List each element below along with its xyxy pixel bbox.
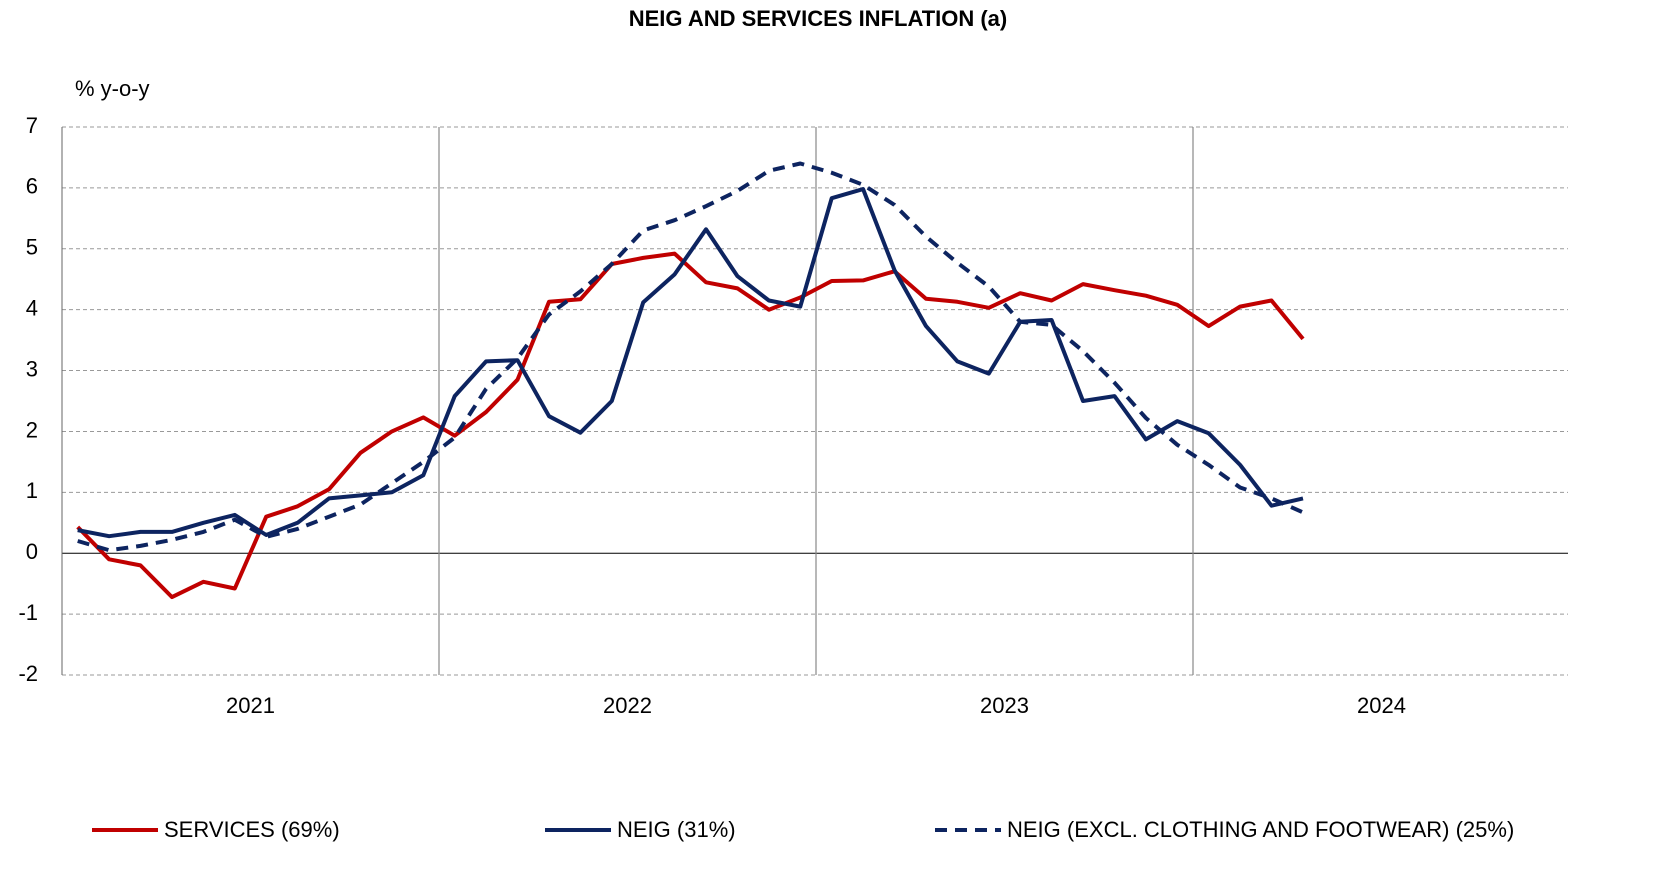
legend-label: NEIG (EXCL. CLOTHING AND FOOTWEAR) (25%): [1007, 817, 1514, 842]
legend-label: NEIG (31%): [617, 817, 736, 842]
y-tick-label: 4: [26, 295, 38, 320]
y-tick-label: 2: [26, 417, 38, 442]
y-tick-label: 1: [26, 478, 38, 503]
y-tick-label: 7: [26, 113, 38, 138]
legend-label: SERVICES (69%): [164, 817, 340, 842]
y-tick-label: -2: [18, 661, 38, 686]
y-tick-label: -1: [18, 600, 38, 625]
y-axis-label: % y-o-y: [75, 76, 150, 101]
series-line: [76, 251, 1305, 600]
x-tick-label: 2021: [226, 693, 275, 718]
y-tick-label: 0: [26, 539, 38, 564]
x-tick-label: 2024: [1357, 693, 1406, 718]
x-tick-label: 2022: [603, 693, 652, 718]
y-tick-label: 3: [26, 356, 38, 381]
series-line: [77, 187, 1304, 539]
chart-title: NEIG AND SERVICES INFLATION (a): [629, 6, 1008, 31]
x-tick-label: 2023: [980, 693, 1029, 718]
y-tick-label: 5: [26, 235, 38, 260]
series-line: [77, 161, 1304, 553]
y-tick-label: 6: [26, 174, 38, 199]
